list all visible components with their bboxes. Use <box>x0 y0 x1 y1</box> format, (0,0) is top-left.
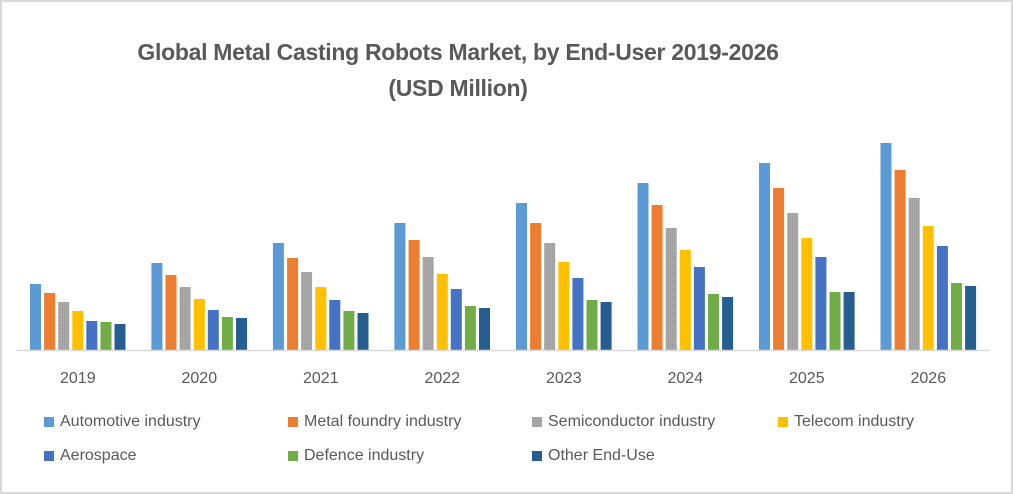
x-tick-label: 2022 <box>425 370 461 387</box>
legend-label: Metal foundry industry <box>304 413 462 430</box>
x-tick-label: 2026 <box>911 370 947 387</box>
x-tick-label: 2023 <box>546 370 582 387</box>
bar-other-end-use-2022 <box>479 308 490 350</box>
bar-semiconductor-industry-2026 <box>908 198 920 350</box>
bar-aerospace-2024 <box>693 267 705 350</box>
bar-aerospace-2025 <box>815 257 827 350</box>
legend-swatch-icon <box>532 451 542 461</box>
legend-label: Other End-Use <box>548 447 655 464</box>
bar-telecom-industry-2026 <box>922 226 934 350</box>
bar-automotive-industry-2025 <box>759 163 770 350</box>
bar-semiconductor-industry-2021 <box>301 272 313 350</box>
legend-swatch-icon <box>532 417 542 427</box>
chart-subtitle: (USD Million) <box>388 75 528 101</box>
chart-title: Global Metal Casting Robots Market, by E… <box>0 34 916 106</box>
legend-item-aerospace: Aerospace <box>44 447 137 465</box>
bar-other-end-use-2023 <box>600 302 612 350</box>
bar-aerospace-2021 <box>329 300 341 350</box>
bar-automotive-industry-2026 <box>880 143 892 350</box>
bar-telecom-industry-2023 <box>558 262 570 350</box>
bar-aerospace-2019 <box>86 321 98 350</box>
bar-other-end-use-2021 <box>357 313 369 350</box>
x-tick-label: 2021 <box>303 370 339 387</box>
bar-automotive-industry-2024 <box>637 183 649 350</box>
bar-semiconductor-industry-2019 <box>58 302 70 350</box>
legend-item-other-end-use: Other End-Use <box>532 447 655 465</box>
x-tick-label: 2020 <box>182 370 218 387</box>
bar-automotive-industry-2020 <box>151 263 163 350</box>
bar-defence-industry-2022 <box>464 306 476 350</box>
bar-aerospace-2026 <box>936 246 948 350</box>
bar-automotive-industry-2022 <box>394 223 406 350</box>
legend-item-metal-foundry-industry: Metal foundry industry <box>288 413 461 431</box>
bar-metal-foundry-industry-2026 <box>894 170 906 350</box>
legend-item-defence-industry: Defence industry <box>288 447 424 465</box>
bar-automotive-industry-2019 <box>30 284 41 350</box>
bar-metal-foundry-industry-2020 <box>165 275 177 350</box>
bar-telecom-industry-2022 <box>436 274 448 350</box>
legend-swatch-icon <box>778 417 788 427</box>
legend-label: Defence industry <box>304 447 425 464</box>
bars-group <box>30 143 977 350</box>
bar-other-end-use-2020 <box>236 318 247 350</box>
x-tick-label: 2025 <box>789 370 825 387</box>
bar-defence-industry-2024 <box>708 294 719 350</box>
bar-telecom-industry-2025 <box>801 238 813 350</box>
bar-semiconductor-industry-2022 <box>422 257 434 350</box>
bar-metal-foundry-industry-2021 <box>287 258 299 350</box>
bar-automotive-industry-2021 <box>272 243 284 350</box>
bar-other-end-use-2019 <box>114 324 126 350</box>
legend-swatch-icon <box>44 417 54 427</box>
bar-aerospace-2022 <box>450 289 462 350</box>
bar-metal-foundry-industry-2025 <box>773 188 785 350</box>
legend-item-automotive-industry: Automotive industry <box>44 413 201 431</box>
bar-other-end-use-2025 <box>843 292 855 350</box>
bar-semiconductor-industry-2023 <box>544 243 556 350</box>
legend-swatch-icon <box>44 451 54 461</box>
bar-defence-industry-2023 <box>586 300 598 350</box>
bar-metal-foundry-industry-2022 <box>408 240 420 350</box>
legend-label: Telecom industry <box>794 413 915 430</box>
bar-telecom-industry-2020 <box>193 299 205 350</box>
bar-defence-industry-2021 <box>343 311 355 350</box>
x-tick-labels: 2019 2020 2021 2022 2023 2024 2025 2026 <box>60 370 946 387</box>
bar-semiconductor-industry-2020 <box>179 287 191 350</box>
bar-metal-foundry-industry-2024 <box>651 205 663 350</box>
legend-label: Aerospace <box>60 447 137 464</box>
x-tick-label: 2019 <box>60 370 96 387</box>
legend-swatch-icon <box>288 417 298 427</box>
bar-metal-foundry-industry-2023 <box>530 223 542 350</box>
legend-label: Automotive industry <box>60 413 201 430</box>
bar-semiconductor-industry-2025 <box>787 213 799 350</box>
legend-item-semiconductor-industry: Semiconductor industry <box>532 413 715 431</box>
bar-defence-industry-2019 <box>100 322 112 350</box>
bar-other-end-use-2026 <box>965 286 977 350</box>
bar-defence-industry-2025 <box>829 292 841 350</box>
legend-label: Semiconductor industry <box>548 413 716 430</box>
legend-swatch-icon <box>288 451 298 461</box>
bar-aerospace-2023 <box>572 278 584 350</box>
bar-telecom-industry-2019 <box>72 311 84 350</box>
bar-automotive-industry-2023 <box>516 203 527 350</box>
legend-item-telecom-industry: Telecom industry <box>778 413 914 431</box>
bar-defence-industry-2020 <box>221 317 233 350</box>
x-tick-label: 2024 <box>668 370 704 387</box>
bar-metal-foundry-industry-2019 <box>44 293 56 350</box>
bar-other-end-use-2024 <box>722 297 734 350</box>
bar-semiconductor-industry-2024 <box>665 228 677 350</box>
chart-title-main: Global Metal Casting Robots Market, by E… <box>137 39 779 65</box>
bar-defence-industry-2026 <box>951 283 962 350</box>
bar-telecom-industry-2024 <box>679 250 691 350</box>
bar-telecom-industry-2021 <box>315 287 327 350</box>
bar-aerospace-2020 <box>207 310 219 350</box>
